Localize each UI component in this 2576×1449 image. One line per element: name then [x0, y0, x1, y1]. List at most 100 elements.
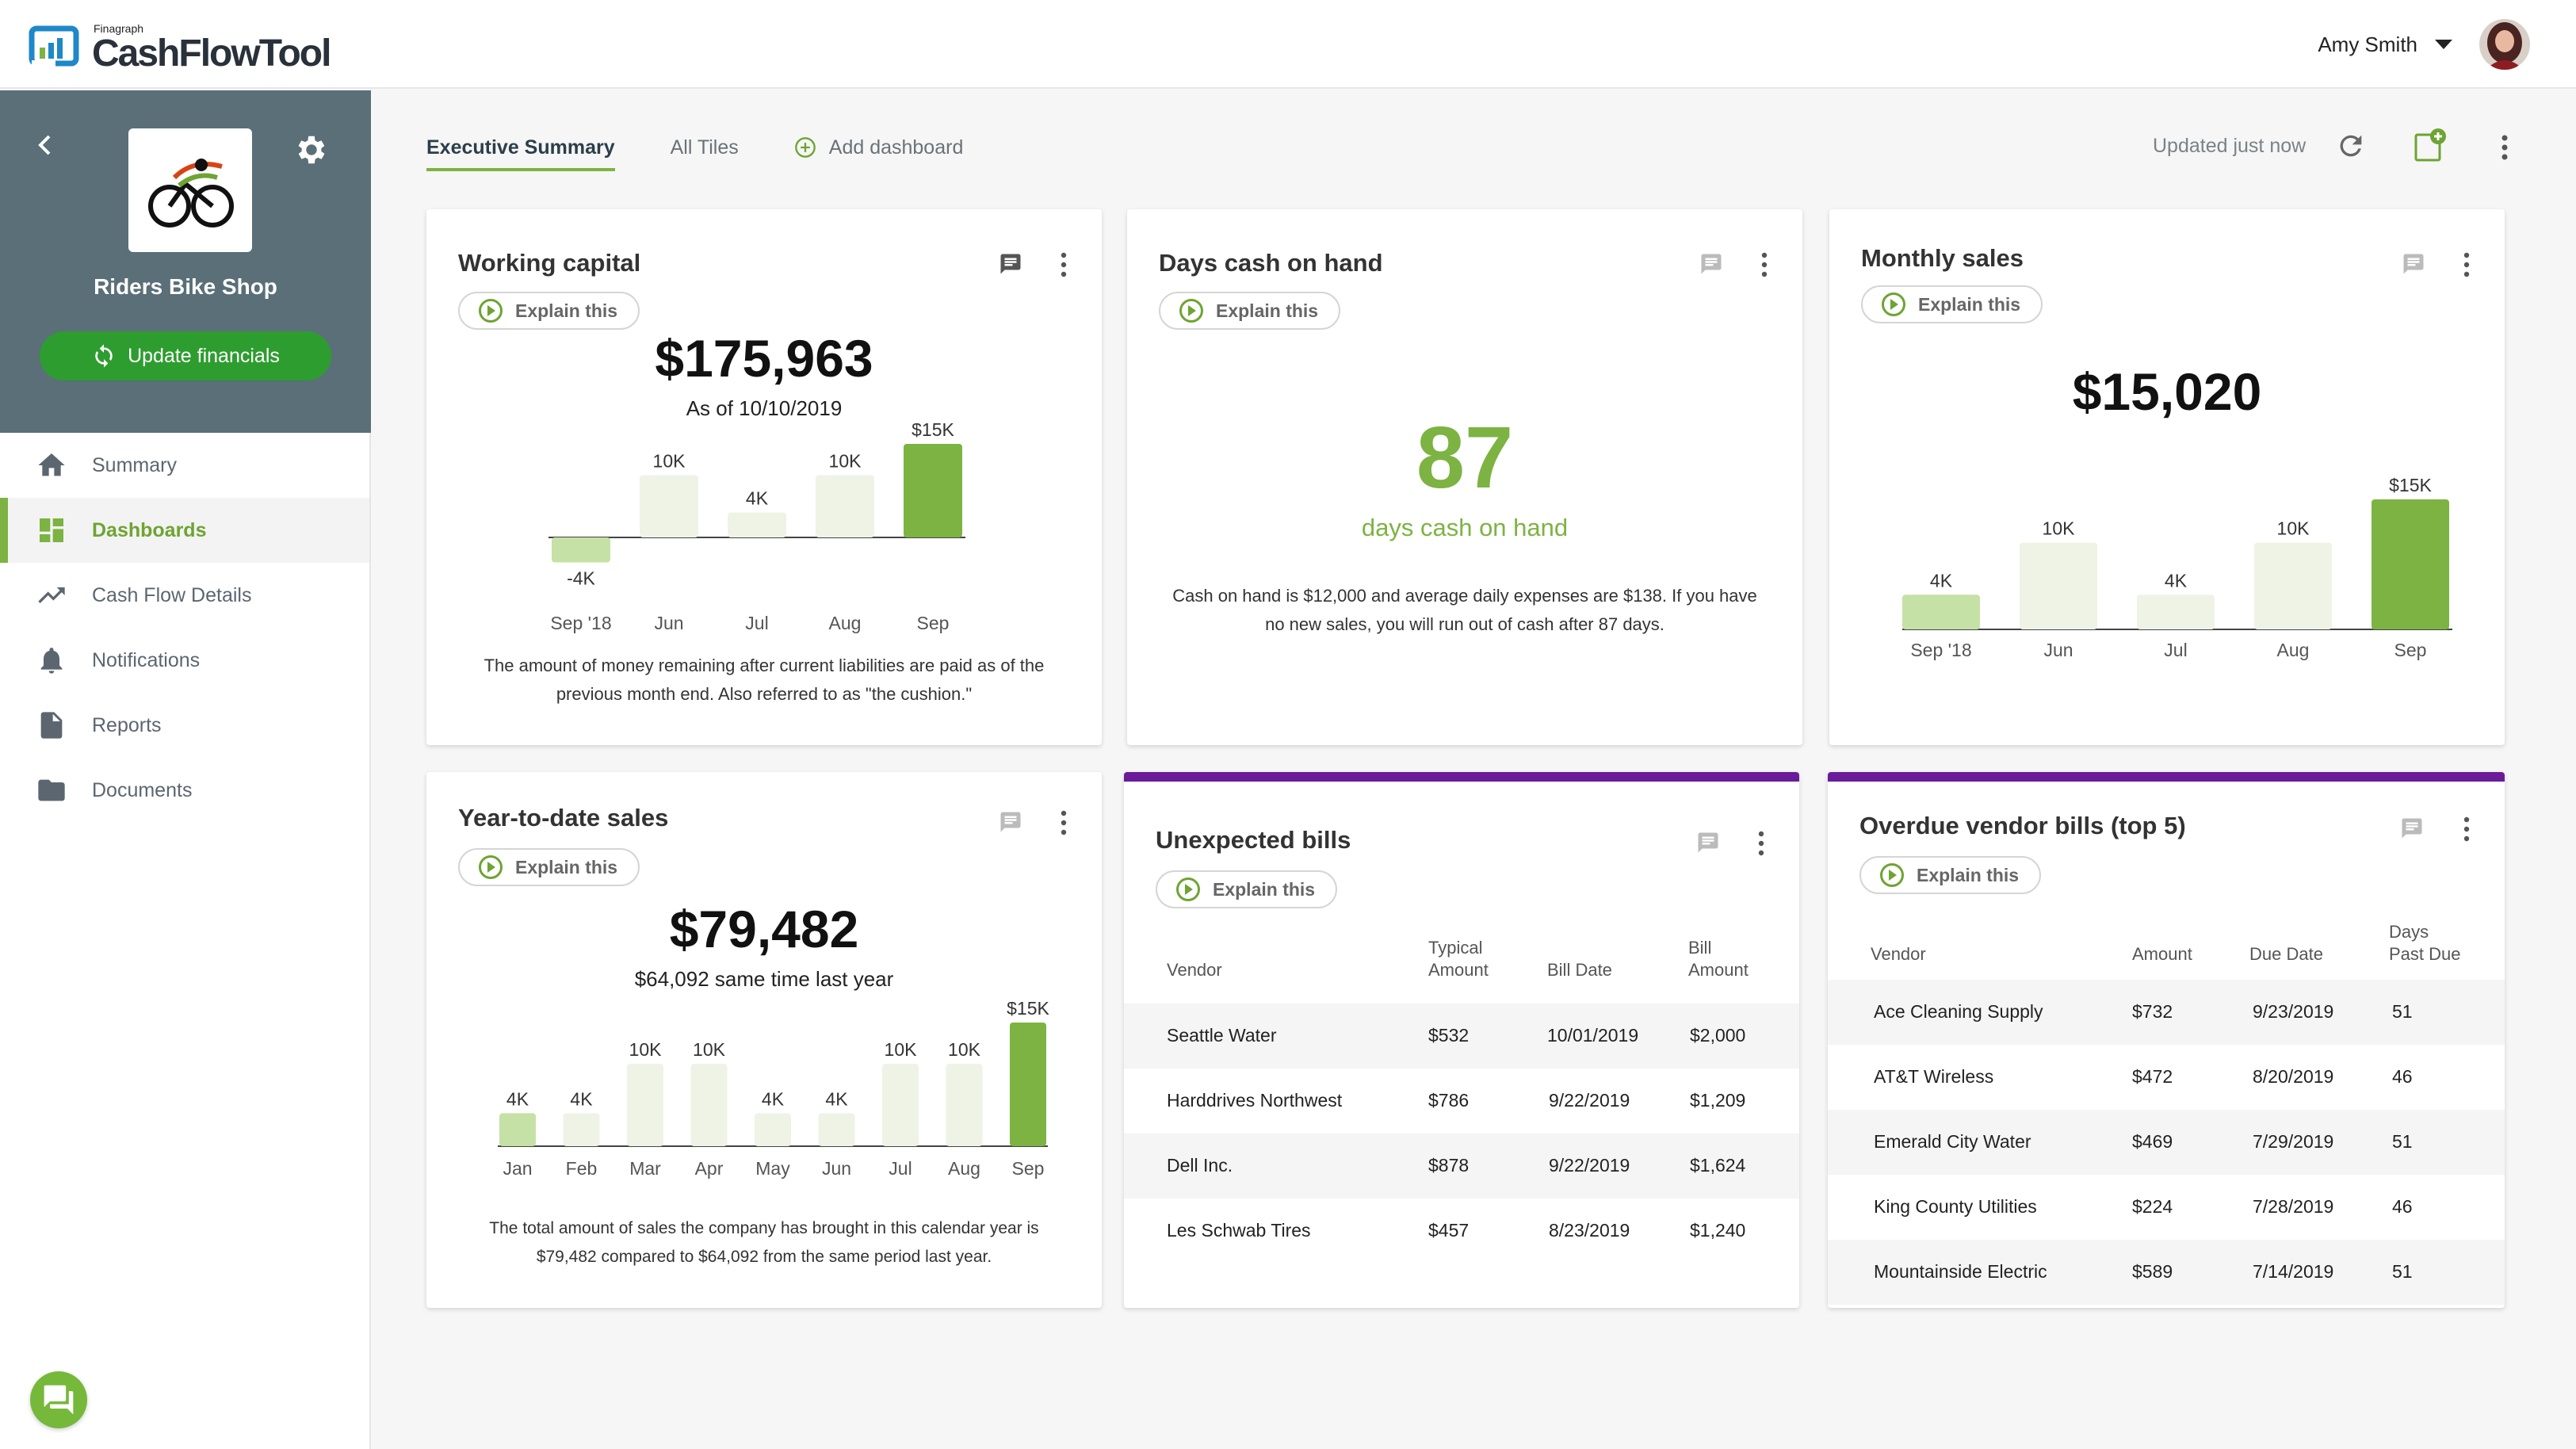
bar-jun[interactable]	[2020, 542, 2097, 629]
table-row[interactable]: Mountainside Electric $589 7/14/2019 51	[1828, 1240, 2505, 1305]
explain-this-button[interactable]: Explain this	[1861, 285, 2043, 323]
x-tick-label: Sep '18	[550, 613, 611, 633]
sidebar-item-label: Summary	[92, 453, 177, 476]
days-cell: 46	[2392, 1196, 2413, 1217]
date-cell: 10/01/2019	[1547, 1025, 1639, 1046]
more-vert-icon[interactable]	[1056, 249, 1072, 281]
bar-aug[interactable]	[946, 1064, 983, 1146]
table-row[interactable]: King County Utilities $224 7/28/2019 46	[1828, 1175, 2505, 1240]
comment-icon[interactable]	[2400, 252, 2427, 276]
comment-icon[interactable]	[1695, 831, 1722, 854]
bar-jan[interactable]	[499, 1113, 536, 1146]
bar-jul[interactable]	[728, 512, 786, 537]
update-financials-button[interactable]: Update financials	[40, 331, 331, 380]
comment-icon[interactable]	[2398, 816, 2425, 840]
bar-sep-18[interactable]	[552, 537, 610, 563]
col-days-2: Past Due	[2389, 944, 2461, 964]
sidebar-item-label: Notifications	[92, 648, 201, 671]
bar-sep[interactable]	[2372, 499, 2449, 629]
typical-cell: $786	[1428, 1090, 1470, 1111]
play-circle-icon	[1882, 292, 1905, 316]
explain-this-button[interactable]: Explain this	[1159, 292, 1341, 330]
bar-may[interactable]	[755, 1113, 791, 1146]
app-logo[interactable]: Finagraph CashFlowTool	[29, 17, 361, 75]
bar-jun[interactable]	[640, 475, 698, 537]
vendor-cell: Ace Cleaning Supply	[1874, 1001, 2043, 1022]
x-tick-label: Feb	[566, 1158, 598, 1179]
working-capital-value: $175,963	[655, 329, 873, 388]
more-vert-icon[interactable]	[2459, 249, 2475, 281]
due-cell: 7/14/2019	[2253, 1261, 2334, 1282]
bar-aug[interactable]	[816, 475, 874, 537]
brand-name: CashFlowTool	[92, 32, 331, 75]
comment-icon[interactable]	[997, 252, 1024, 276]
bar-sep[interactable]	[1010, 1023, 1046, 1146]
bar-aug[interactable]	[2254, 542, 2332, 629]
bar-mar[interactable]	[627, 1064, 663, 1146]
working-capital-date: As of 10/10/2019	[686, 396, 843, 420]
explain-this-button[interactable]: Explain this	[1859, 856, 2042, 894]
explain-this-button[interactable]: Explain this	[1156, 870, 1338, 908]
table-row[interactable]: Seattle Water $532 10/01/2019 $2,000	[1124, 1004, 1799, 1069]
x-tick-label: Jun	[822, 1158, 851, 1179]
bar-jul[interactable]	[882, 1064, 919, 1146]
more-vert-icon[interactable]	[1756, 249, 1772, 281]
updated-status: Updated just now	[2153, 135, 2307, 157]
sidebar-item-dashboards[interactable]: Dashboards	[0, 498, 369, 563]
x-tick-label: Jul	[2164, 640, 2187, 660]
more-vert-icon[interactable]	[1056, 807, 1072, 839]
sidebar-item-notifications[interactable]: Notifications	[0, 628, 369, 693]
table-row[interactable]: Ace Cleaning Supply $732 9/23/2019 51	[1828, 980, 2505, 1045]
company-panel: Riders Bike Shop Update financials	[0, 90, 371, 433]
sidebar-item-summary[interactable]: Summary	[0, 433, 369, 498]
col-bill-1: Bill	[1688, 938, 1712, 958]
more-vert-icon[interactable]	[1753, 828, 1769, 859]
sidebar-item-reports[interactable]: Reports	[0, 693, 369, 758]
add-circle-icon	[794, 137, 816, 158]
days-cell: 51	[2392, 1261, 2413, 1282]
add-dashboard-button[interactable]: Add dashboard	[794, 132, 964, 163]
refresh-icon[interactable]	[2335, 130, 2367, 162]
table-row[interactable]: Emerald City Water $469 7/29/2019 51	[1828, 1110, 2505, 1175]
add-tile-icon[interactable]	[2411, 127, 2449, 165]
bar-value-label: 4K	[570, 1088, 593, 1109]
bar-jun[interactable]	[818, 1113, 855, 1146]
tab-all-tiles[interactable]: All Tiles	[670, 136, 739, 159]
avatar[interactable]	[2479, 19, 2530, 70]
bar-value-label: 4K	[1930, 570, 1953, 591]
add-dashboard-label: Add dashboard	[828, 136, 964, 159]
explain-this-button[interactable]: Explain this	[458, 848, 640, 886]
vendor-cell: Mountainside Electric	[1874, 1261, 2047, 1282]
chevron-left-icon[interactable]	[32, 132, 59, 159]
bar-feb[interactable]	[563, 1113, 600, 1146]
card-title: Working capital	[458, 249, 641, 277]
comment-icon[interactable]	[1698, 252, 1725, 276]
bar-sep[interactable]	[904, 444, 962, 537]
chevron-down-icon[interactable]	[2435, 40, 2452, 49]
sidebar-item-documents[interactable]: Documents	[0, 758, 369, 823]
tab-executive-summary[interactable]: Executive Summary	[426, 132, 615, 171]
sidebar-item-cash-flow-details[interactable]: Cash Flow Details	[0, 563, 369, 628]
x-tick-label: Jan	[503, 1158, 532, 1179]
x-tick-label: Sep	[1012, 1158, 1045, 1179]
bar-sep-18[interactable]	[1902, 595, 1980, 629]
table-row[interactable]: Les Schwab Tires $457 8/23/2019 $1,240	[1124, 1199, 1799, 1264]
comment-icon[interactable]	[997, 810, 1024, 834]
more-vert-icon[interactable]	[2459, 813, 2475, 845]
days-cell: 51	[2392, 1131, 2413, 1152]
more-vert-icon[interactable]	[2494, 130, 2516, 165]
table-row[interactable]: Dell Inc. $878 9/22/2019 $1,624	[1124, 1134, 1799, 1199]
table-row[interactable]: AT&T Wireless $472 8/20/2019 46	[1828, 1045, 2505, 1110]
bar-jul[interactable]	[2137, 595, 2215, 629]
explain-this-button[interactable]: Explain this	[458, 292, 640, 330]
overdue-bills-card: Overdue vendor bills (top 5) Explain thi…	[1828, 772, 2505, 1308]
bar-apr[interactable]	[690, 1064, 728, 1146]
explain-label: Explain this	[1918, 293, 2021, 315]
chat-button[interactable]	[30, 1371, 87, 1428]
gear-icon[interactable]	[293, 132, 330, 168]
bar-value-label: 4K	[762, 1088, 785, 1109]
x-tick-label: Sep '18	[1910, 640, 1971, 660]
table-row[interactable]: Harddrives Northwest $786 9/22/2019 $1,2…	[1124, 1069, 1799, 1134]
user-menu[interactable]: Amy Smith	[2318, 14, 2530, 75]
days-cash-card: Days cash on hand Explain this 87 days c…	[1127, 209, 1802, 745]
